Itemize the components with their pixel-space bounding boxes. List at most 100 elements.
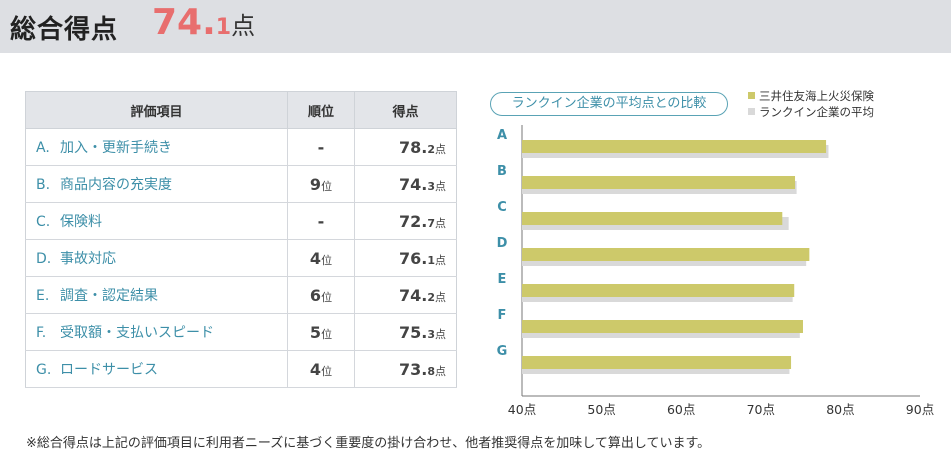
score-decimal: 8 bbox=[427, 364, 435, 378]
rank-unit: 位 bbox=[321, 290, 333, 304]
rank-value: - bbox=[317, 137, 325, 157]
rank-unit: 位 bbox=[321, 253, 333, 267]
score-integer: 74. bbox=[399, 285, 428, 305]
table-row: E. 調査・認定結果 6位 74.2点 bbox=[25, 276, 457, 314]
table-row: B. 商品内容の充実度 9位 74.3点 bbox=[25, 165, 457, 203]
row-letter: D. bbox=[36, 251, 52, 267]
row-letter: F. bbox=[36, 325, 47, 341]
row-letter: G. bbox=[36, 362, 52, 378]
row-item[interactable]: C. 保険料 bbox=[25, 202, 288, 240]
table-row: F. 受取額・支払いスピード 5位 75.3点 bbox=[25, 313, 457, 351]
company-bar bbox=[522, 140, 827, 153]
row-score: 72.7点 bbox=[354, 202, 457, 240]
category-label: E bbox=[498, 272, 507, 287]
row-item[interactable]: E. 調査・認定結果 bbox=[25, 276, 288, 314]
score-integer: 78. bbox=[399, 137, 428, 157]
comparison-title: ランクイン企業の平均点との比較 bbox=[490, 92, 728, 116]
table-row: D. 事故対応 4位 76.1点 bbox=[25, 239, 457, 277]
col-header-item: 評価項目 bbox=[25, 91, 288, 129]
header-bar: 総合得点 74.1点 bbox=[0, 0, 951, 53]
score-unit: 点 bbox=[435, 327, 446, 341]
rank-value: 9 bbox=[309, 174, 322, 194]
row-rank: 9位 bbox=[287, 165, 355, 203]
page-title: 総合得点 bbox=[10, 15, 119, 45]
category-label: C bbox=[497, 200, 507, 215]
row-item[interactable]: G. ロードサービス bbox=[25, 350, 288, 388]
company-bar bbox=[522, 212, 783, 225]
col-header-score: 得点 bbox=[354, 91, 457, 129]
score-unit: 点 bbox=[435, 179, 446, 193]
score-integer: 75. bbox=[399, 322, 428, 342]
row-score: 76.1点 bbox=[354, 239, 457, 277]
x-tick-label: 50点 bbox=[587, 402, 615, 417]
table-header-row: 評価項目 順位 得点 bbox=[25, 91, 457, 129]
row-letter: A. bbox=[36, 140, 50, 156]
score-unit: 点 bbox=[435, 253, 446, 267]
legend-swatch-average bbox=[748, 108, 755, 115]
score-unit: 点 bbox=[435, 216, 446, 230]
row-label: 商品内容の充実度 bbox=[60, 177, 172, 193]
col-header-rank: 順位 bbox=[287, 91, 355, 129]
rank-value: 4 bbox=[309, 359, 322, 379]
score-decimal: 7 bbox=[427, 216, 435, 230]
rank-unit: 位 bbox=[321, 179, 333, 193]
rank-value: 4 bbox=[309, 248, 322, 268]
score-decimal: 2 bbox=[427, 290, 435, 304]
company-bar bbox=[522, 320, 803, 333]
legend-item-company: 三井住友海上火災保険 bbox=[748, 88, 874, 104]
total-score-integer: 74. bbox=[152, 2, 216, 43]
category-label: D bbox=[497, 236, 508, 251]
row-label: 調査・認定結果 bbox=[60, 288, 158, 304]
row-score: 75.3点 bbox=[354, 313, 457, 351]
rank-unit: 位 bbox=[321, 364, 333, 378]
score-decimal: 3 bbox=[427, 327, 435, 341]
score-decimal: 3 bbox=[427, 179, 435, 193]
company-bar bbox=[522, 248, 810, 261]
legend-label-company: 三井住友海上火災保険 bbox=[759, 89, 874, 103]
row-rank: 4位 bbox=[287, 239, 355, 277]
row-rank: 4位 bbox=[287, 350, 355, 388]
rank-unit: 位 bbox=[321, 327, 333, 341]
row-label: 加入・更新手続き bbox=[60, 140, 172, 156]
score-unit: 点 bbox=[435, 364, 446, 378]
x-tick-label: 70点 bbox=[747, 402, 775, 417]
x-tick-label: 90点 bbox=[906, 402, 934, 417]
row-rank: - bbox=[287, 202, 355, 240]
score-decimal: 2 bbox=[427, 142, 435, 156]
score-unit: 点 bbox=[435, 290, 446, 304]
footnote: ※総合得点は上記の評価項目に利用者ニーズに基づく重要度の掛け合わせ、他者推奨得点… bbox=[26, 436, 711, 451]
row-rank: 6位 bbox=[287, 276, 355, 314]
company-bar bbox=[522, 284, 795, 297]
row-score: 78.2点 bbox=[354, 128, 457, 166]
row-rank: - bbox=[287, 128, 355, 166]
company-bar bbox=[522, 356, 792, 369]
score-unit: 点 bbox=[435, 142, 446, 156]
row-rank: 5位 bbox=[287, 313, 355, 351]
x-tick-label: 80点 bbox=[826, 402, 854, 417]
company-bar bbox=[522, 176, 796, 189]
score-integer: 76. bbox=[399, 248, 428, 268]
score-decimal: 1 bbox=[427, 253, 435, 267]
row-label: 保険料 bbox=[60, 214, 102, 230]
category-label: B bbox=[497, 164, 507, 179]
row-item[interactable]: D. 事故対応 bbox=[25, 239, 288, 277]
category-label: A bbox=[497, 128, 507, 143]
x-tick-label: 60点 bbox=[667, 402, 695, 417]
table-row: C. 保険料 - 72.7点 bbox=[25, 202, 457, 240]
row-item[interactable]: F. 受取額・支払いスピード bbox=[25, 313, 288, 351]
comparison-bar-chart: A B C D E F G 40点 50点 60点 70点 80点 90点 bbox=[497, 125, 934, 417]
row-score: 74.3点 bbox=[354, 165, 457, 203]
category-label: G bbox=[497, 344, 508, 359]
row-letter: B. bbox=[36, 177, 51, 193]
row-letter: E. bbox=[36, 288, 50, 304]
legend-item-average: ランクイン企業の平均 bbox=[748, 104, 874, 120]
total-score-unit: 点 bbox=[231, 12, 256, 40]
row-label: ロードサービス bbox=[60, 362, 158, 378]
total-score-decimal: 1 bbox=[215, 15, 232, 40]
row-item[interactable]: B. 商品内容の充実度 bbox=[25, 165, 288, 203]
row-item[interactable]: A. 加入・更新手続き bbox=[25, 128, 288, 166]
rank-value: 6 bbox=[309, 285, 322, 305]
row-label: 事故対応 bbox=[60, 251, 116, 267]
row-label: 受取額・支払いスピード bbox=[60, 325, 214, 341]
total-score: 74.1点 bbox=[152, 2, 255, 43]
